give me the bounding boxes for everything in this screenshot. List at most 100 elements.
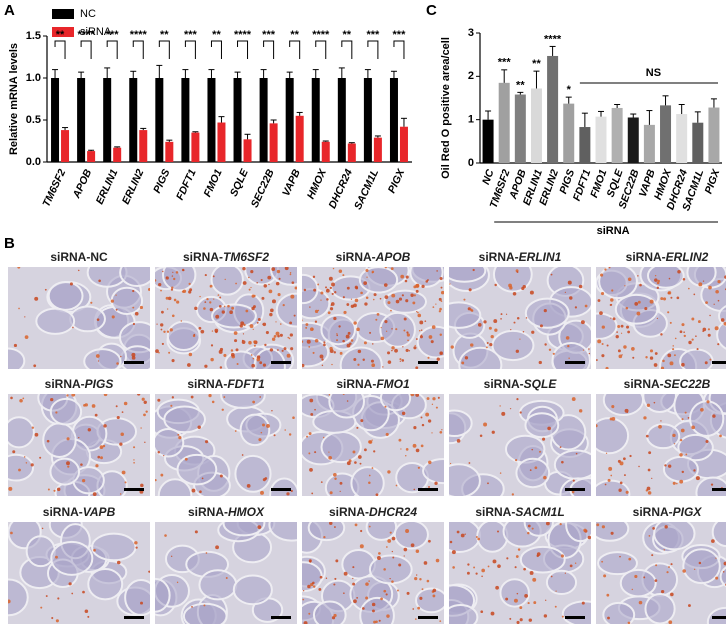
lipid-droplet: [532, 577, 537, 582]
lipid-droplet: [66, 437, 70, 441]
lipid-droplet: [376, 312, 380, 316]
lipid-droplet: [357, 349, 362, 354]
lipid-droplet: [646, 403, 651, 407]
lipid-droplet: [649, 349, 654, 353]
lipid-droplet: [723, 561, 726, 566]
lipid-droplet: [456, 530, 460, 534]
significance-bracket: [106, 40, 118, 59]
lipid-droplet: [531, 448, 534, 451]
lipid-droplet: [620, 324, 624, 328]
lipid-droplet: [564, 572, 566, 574]
cell: [644, 592, 676, 624]
bar: [285, 78, 294, 162]
lipid-droplet: [439, 333, 443, 337]
lipid-droplet: [651, 477, 653, 480]
cell: [449, 522, 481, 553]
lipid-droplet: [601, 325, 605, 329]
lipid-droplet: [647, 468, 651, 472]
lipid-droplet: [436, 357, 440, 361]
lipid-droplet: [354, 285, 358, 289]
lipid-droplet: [723, 322, 726, 326]
lipid-droplet: [676, 482, 678, 485]
cell: [269, 477, 297, 496]
lipid-droplet: [262, 423, 266, 427]
lipid-droplet: [314, 309, 319, 314]
error-bar: [244, 133, 251, 140]
lipid-droplet: [250, 354, 253, 356]
lipid-droplet: [364, 448, 367, 452]
lipid-droplet: [425, 280, 429, 283]
lipid-droplet: [201, 477, 204, 480]
lipid-droplet: [229, 310, 233, 315]
bar: [708, 107, 720, 163]
lipid-droplet: [696, 348, 699, 351]
legend-swatch: [52, 9, 74, 19]
lipid-droplet: [722, 571, 725, 573]
lipid-droplet: [262, 478, 266, 482]
cell: [69, 305, 106, 333]
lipid-droplet: [306, 339, 311, 344]
tile-label: siRNA-TM6SF2: [183, 250, 269, 264]
lipid-droplet: [90, 301, 93, 304]
lipid-droplet: [648, 535, 651, 537]
lipid-droplet: [116, 362, 119, 365]
lipid-droplet: [670, 296, 673, 299]
y-tick-label: 3: [468, 27, 474, 39]
lipid-droplet: [294, 286, 297, 290]
lipid-droplet: [419, 596, 423, 600]
cell: [87, 567, 124, 601]
lipid-droplet: [194, 306, 198, 311]
lipid-droplet: [380, 327, 382, 329]
lipid-droplet: [606, 344, 609, 347]
y-tick-label: 0.0: [26, 156, 41, 168]
cell: [619, 568, 657, 598]
error-bar: [104, 67, 111, 78]
error-bar: [78, 71, 85, 78]
group-annotation: NS: [646, 67, 661, 79]
lipid-droplet: [51, 616, 54, 620]
lipid-droplet: [431, 432, 433, 434]
cell: [8, 416, 35, 449]
lipid-droplet: [302, 598, 305, 601]
lipid-droplet: [499, 405, 501, 407]
error-bar: [565, 96, 572, 104]
lipid-droplet: [428, 539, 431, 543]
lipid-droplet: [268, 289, 273, 294]
lipid-droplet: [308, 612, 311, 615]
lipid-droplet: [607, 478, 611, 482]
lipid-droplet: [637, 275, 639, 277]
lipid-droplet: [371, 363, 376, 368]
lipid-droplet: [145, 410, 148, 413]
cell: [49, 397, 83, 426]
lipid-droplet: [418, 330, 421, 332]
lipid-droplet: [423, 561, 428, 565]
lipid-droplet: [519, 618, 523, 622]
lipid-droplet: [166, 330, 170, 333]
lipid-droplet: [534, 466, 538, 470]
lipid-droplet: [543, 309, 547, 313]
lipid-droplet: [176, 300, 180, 304]
lipid-droplet: [339, 351, 343, 355]
lipid-droplet: [50, 397, 54, 402]
lipid-droplet: [489, 343, 493, 347]
lipid-droplet: [12, 450, 16, 454]
lipid-droplet: [329, 346, 333, 351]
lipid-droplet: [115, 308, 118, 311]
lipid-droplet: [682, 569, 686, 573]
lipid-droplet: [328, 394, 331, 396]
cell: [646, 267, 685, 289]
lipid-droplet: [383, 589, 387, 593]
lipid-droplet: [376, 556, 381, 560]
lipid-droplet: [440, 286, 443, 289]
lipid-droplet: [134, 311, 139, 316]
lipid-droplet: [565, 336, 570, 340]
lipid-droplet: [403, 555, 405, 557]
lipid-droplet: [353, 321, 357, 325]
lipid-droplet: [171, 314, 175, 318]
lipid-droplet: [449, 540, 453, 544]
lipid-droplet: [679, 453, 683, 457]
lipid-droplet: [611, 289, 614, 292]
lipid-droplet: [596, 359, 598, 362]
cell: [222, 522, 266, 537]
bar: [498, 82, 510, 163]
